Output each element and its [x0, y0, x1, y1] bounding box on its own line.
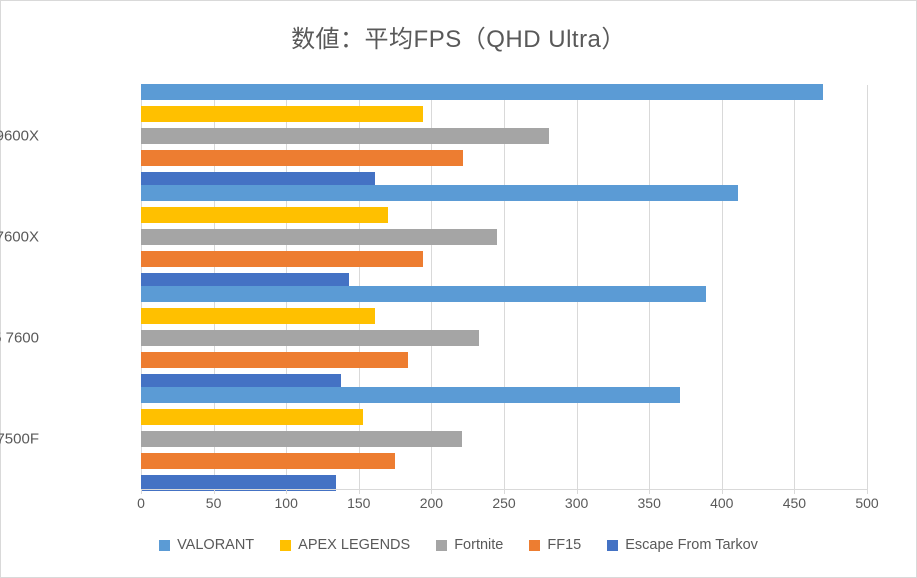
bar-valorant	[141, 386, 680, 403]
y-axis-category-label: Ryzen 5 7500F	[0, 430, 39, 447]
x-axis-tick-label: 0	[137, 495, 145, 511]
x-axis-tick-label: 250	[492, 495, 516, 511]
bar-apex-legends	[141, 206, 388, 223]
x-axis-tick-label: 50	[205, 495, 222, 511]
legend-swatch-icon	[607, 539, 619, 551]
x-axis-tick-label: 400	[710, 495, 734, 511]
x-axis-tick	[286, 489, 288, 494]
bar-ff15	[141, 250, 423, 267]
x-axis-tick	[358, 489, 360, 494]
x-axis-tick	[649, 489, 651, 494]
bar-fortnite	[141, 127, 549, 144]
bar-valorant	[141, 285, 706, 302]
bar-fortnite	[141, 228, 497, 245]
legend-item[interactable]: VALORANT	[159, 537, 254, 553]
x-axis-tick	[504, 489, 505, 494]
x-axis-tick	[867, 489, 868, 494]
y-axis-category-label: Ryzen 5 7600	[0, 329, 39, 346]
bar-fortnite	[141, 329, 480, 346]
chart-title: 数値：平均FPS（QHD Ultra）	[291, 26, 626, 53]
bar-ff15	[141, 452, 396, 469]
x-gridline	[867, 85, 868, 489]
legend-item[interactable]: FF15	[529, 537, 581, 553]
x-axis-tick	[794, 489, 796, 494]
x-axis-tick-label: 500	[855, 495, 879, 511]
x-axis-tick-label: 200	[419, 495, 444, 511]
legend-swatch-icon	[529, 539, 541, 551]
x-axis-tick	[141, 489, 142, 494]
bar-fortnite	[141, 430, 462, 447]
x-axis-tick-label: 300	[564, 495, 589, 511]
bar-ff15	[141, 351, 409, 368]
legend-label: APEX LEGENDS	[298, 537, 411, 553]
y-axis-category-label: Ryzen 5 9600X	[0, 127, 39, 144]
x-axis-tick-label: 150	[347, 495, 371, 511]
legend-swatch-icon	[280, 539, 292, 551]
legend-swatch-icon	[159, 539, 171, 551]
bar-escape-from-tarkov	[141, 171, 375, 188]
chart-legend: VALORANT APEX LEGENDS Fortnite FF15 Escape F…	[1, 537, 916, 553]
legend-item[interactable]: APEX LEGENDS	[280, 537, 410, 553]
bar-valorant	[141, 184, 738, 201]
x-gridline	[721, 85, 723, 489]
bar-escape-from-tarkov	[141, 474, 336, 491]
x-axis-tick	[576, 489, 578, 494]
y-axis-category-label: Ryzen 5 7600X	[0, 228, 39, 245]
x-axis-tick	[431, 489, 433, 494]
legend-label: Escape From Tarkov	[625, 537, 758, 553]
x-axis-tick-label: 350	[637, 495, 661, 511]
x-axis-tick-label: 450	[782, 495, 807, 511]
bar-valorant	[141, 83, 824, 100]
x-axis-tick	[721, 489, 723, 494]
bar-apex-legends	[141, 408, 364, 425]
legend-label: Fortnite	[454, 537, 504, 553]
legend-label: FF15	[547, 537, 582, 553]
x-gridline	[794, 85, 796, 489]
bar-ff15	[141, 149, 464, 166]
plot-area	[141, 83, 868, 491]
legend-item[interactable]: Fortnite	[436, 537, 503, 553]
bar-apex-legends	[141, 105, 423, 122]
legend-label: VALORANT	[177, 537, 255, 553]
bar-escape-from-tarkov	[141, 373, 342, 390]
bar-escape-from-tarkov	[141, 272, 349, 289]
x-axis-tick-label: 100	[274, 495, 298, 511]
x-axis-tick	[213, 489, 215, 494]
legend-swatch-icon	[436, 539, 448, 551]
legend-item[interactable]: Escape From Tarkov	[607, 537, 758, 553]
bar-apex-legends	[141, 307, 375, 324]
